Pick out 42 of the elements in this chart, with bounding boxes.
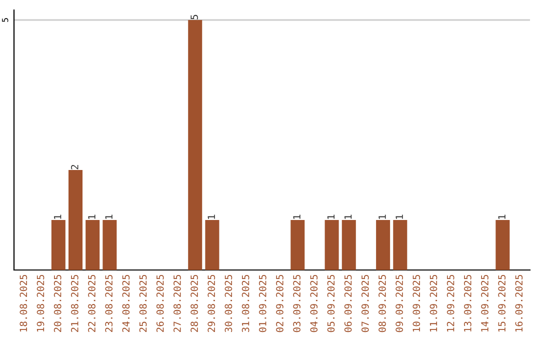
data-label: 2	[71, 164, 78, 170]
x-tick-label: 22.08.2025	[88, 274, 96, 332]
x-tick-label: 27.08.2025	[174, 274, 181, 332]
data-label: 1	[293, 214, 300, 219]
x-tick-label: 18.08.2025	[20, 274, 28, 332]
x-tick-label: 31.08.2025	[242, 274, 250, 332]
x-tick-label: 15.09.2025	[498, 274, 506, 332]
x-tick-label: 13.09.2025	[464, 274, 472, 332]
x-tick-label: 11.09.2025	[430, 274, 438, 332]
data-label: 1	[54, 214, 62, 219]
x-tick-label: 25.08.2025	[139, 274, 147, 332]
data-label: 1	[327, 214, 335, 219]
x-tick-label: 20.08.2025	[54, 274, 62, 332]
x-tick-label: 14.09.2025	[481, 274, 488, 332]
data-label: 5	[190, 14, 198, 20]
x-tick-label: 21.08.2025	[71, 274, 78, 332]
x-tick-label: 04.09.2025	[310, 274, 318, 332]
x-tick-label: 23.08.2025	[105, 274, 113, 332]
x-tick-label: 02.09.2025	[276, 274, 284, 332]
x-tick-label: 30.08.2025	[224, 274, 232, 332]
x-tick-label: 26.08.2025	[156, 274, 164, 332]
x-tick-label: 12.09.2025	[446, 274, 454, 332]
x-tick-label: 06.09.2025	[344, 274, 352, 332]
x-tick-label: 08.09.2025	[378, 274, 386, 332]
data-label: 1	[378, 214, 386, 219]
data-label: 1	[88, 214, 96, 219]
x-tick-label: 07.09.2025	[361, 274, 369, 332]
data-label: 1	[105, 214, 112, 219]
x-tick-label: 28.08.2025	[190, 274, 198, 332]
data-label: 1	[208, 214, 215, 219]
data-label: 1	[396, 214, 403, 219]
x-tick-label: 24.08.2025	[122, 274, 130, 332]
x-tick-label: 01.09.2025	[258, 274, 266, 332]
x-tick-label: 09.09.2025	[396, 274, 403, 332]
data-label: 1	[498, 214, 506, 219]
x-tick-label: 03.09.2025	[293, 274, 300, 332]
x-tick-label: 05.09.2025	[327, 274, 335, 332]
data-label: 1	[344, 214, 352, 219]
x-tick-label: 16.09.2025	[515, 274, 523, 332]
x-tick-label: 10.09.2025	[412, 274, 420, 332]
x-tick-label: 19.08.2025	[36, 274, 44, 332]
x-tick-label: 29.08.2025	[208, 274, 216, 332]
